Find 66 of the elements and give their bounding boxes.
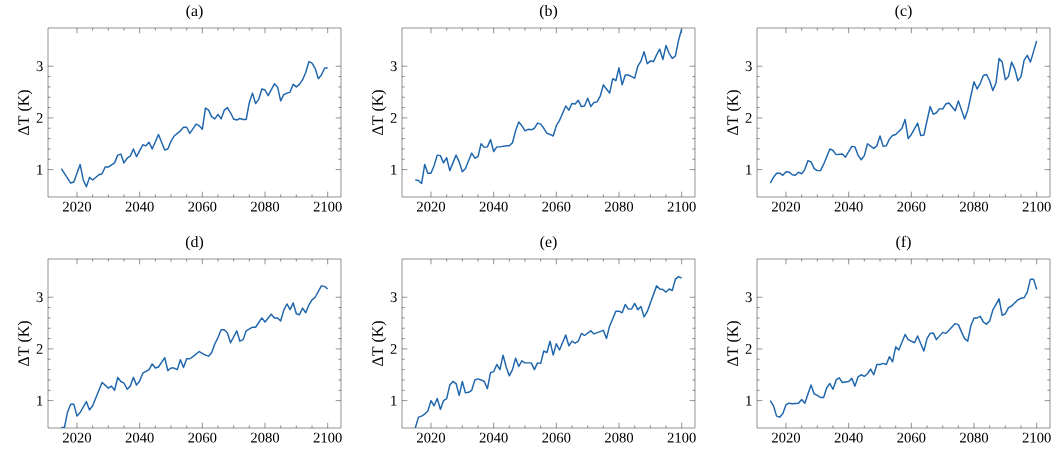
x-tick-label: 2080 (605, 201, 634, 212)
y-tick-label: 1 (391, 164, 397, 175)
x-tick-label: 2080 (251, 432, 280, 443)
y-tick-label: 3 (745, 292, 752, 303)
chart-title: (a) (186, 4, 203, 20)
x-tick-label: 2020 (772, 201, 801, 212)
y-tick-label: 1 (391, 395, 397, 406)
y-tick-label: 1 (746, 164, 752, 175)
y-axis-title: ΔT (K) (726, 321, 742, 366)
line-series (60, 285, 329, 428)
x-tick-label: 2020 (63, 432, 92, 443)
x-tick-label: 2040 (834, 432, 863, 443)
chart-title: (e) (540, 235, 557, 251)
x-tick-label: 2040 (479, 201, 508, 212)
chart-title: (d) (185, 235, 204, 251)
y-axis-title: ΔT (K) (371, 90, 387, 135)
x-tick-label: 2080 (960, 432, 989, 443)
line-series (414, 275, 683, 428)
y-tick-label: 1 (37, 164, 43, 175)
x-tick-label: 2020 (417, 201, 446, 212)
x-tick-label: 2060 (897, 432, 926, 443)
y-tick-label: 3 (390, 292, 397, 303)
x-tick-label: 2020 (417, 432, 446, 443)
x-tick-label: 2040 (125, 201, 154, 212)
x-tick-label: 2040 (125, 432, 154, 443)
x-tick-label: 2020 (772, 432, 801, 443)
y-axis-title: ΔT (K) (17, 321, 33, 366)
x-tick-label: 2100 (313, 432, 342, 443)
y-tick-label: 2 (390, 344, 397, 354)
x-tick-label: 2100 (1022, 201, 1051, 212)
y-tick-label: 2 (390, 113, 397, 123)
x-tick-label: 2100 (667, 201, 696, 212)
line-series (60, 60, 329, 188)
x-tick-label: 2020 (63, 201, 92, 212)
x-tick-label: 2080 (251, 201, 280, 212)
y-tick-label: 1 (37, 395, 43, 406)
y-tick-label: 2 (36, 344, 43, 354)
y-tick-label: 2 (745, 113, 752, 123)
chart-title: (b) (539, 4, 558, 20)
line-series (769, 278, 1038, 418)
y-axis-title: ΔT (K) (726, 90, 742, 135)
x-tick-label: 2040 (479, 432, 508, 443)
y-tick-label: 3 (36, 61, 43, 72)
y-tick-label: 2 (36, 113, 43, 123)
chart-title: (f) (896, 235, 911, 251)
y-tick-label: 3 (36, 292, 43, 303)
y-axis-title: ΔT (K) (17, 90, 33, 135)
y-tick-label: 3 (390, 61, 397, 72)
x-tick-label: 2060 (188, 201, 217, 212)
x-tick-label: 2060 (188, 432, 217, 443)
line-series (414, 28, 683, 185)
y-axis-title: ΔT (K) (371, 321, 387, 366)
x-tick-label: 2060 (542, 432, 571, 443)
x-tick-label: 2100 (667, 432, 696, 443)
x-tick-label: 2080 (960, 201, 989, 212)
x-tick-label: 2060 (897, 201, 926, 212)
x-tick-label: 2060 (542, 201, 571, 212)
line-series (769, 40, 1038, 184)
y-tick-label: 2 (745, 344, 752, 354)
x-tick-label: 2100 (1022, 432, 1051, 443)
chart-title: (c) (895, 4, 912, 20)
y-tick-label: 3 (745, 61, 752, 72)
x-tick-label: 2080 (605, 432, 634, 443)
x-tick-label: 2100 (313, 201, 342, 212)
y-tick-label: 1 (746, 395, 752, 406)
x-tick-label: 2040 (834, 201, 863, 212)
